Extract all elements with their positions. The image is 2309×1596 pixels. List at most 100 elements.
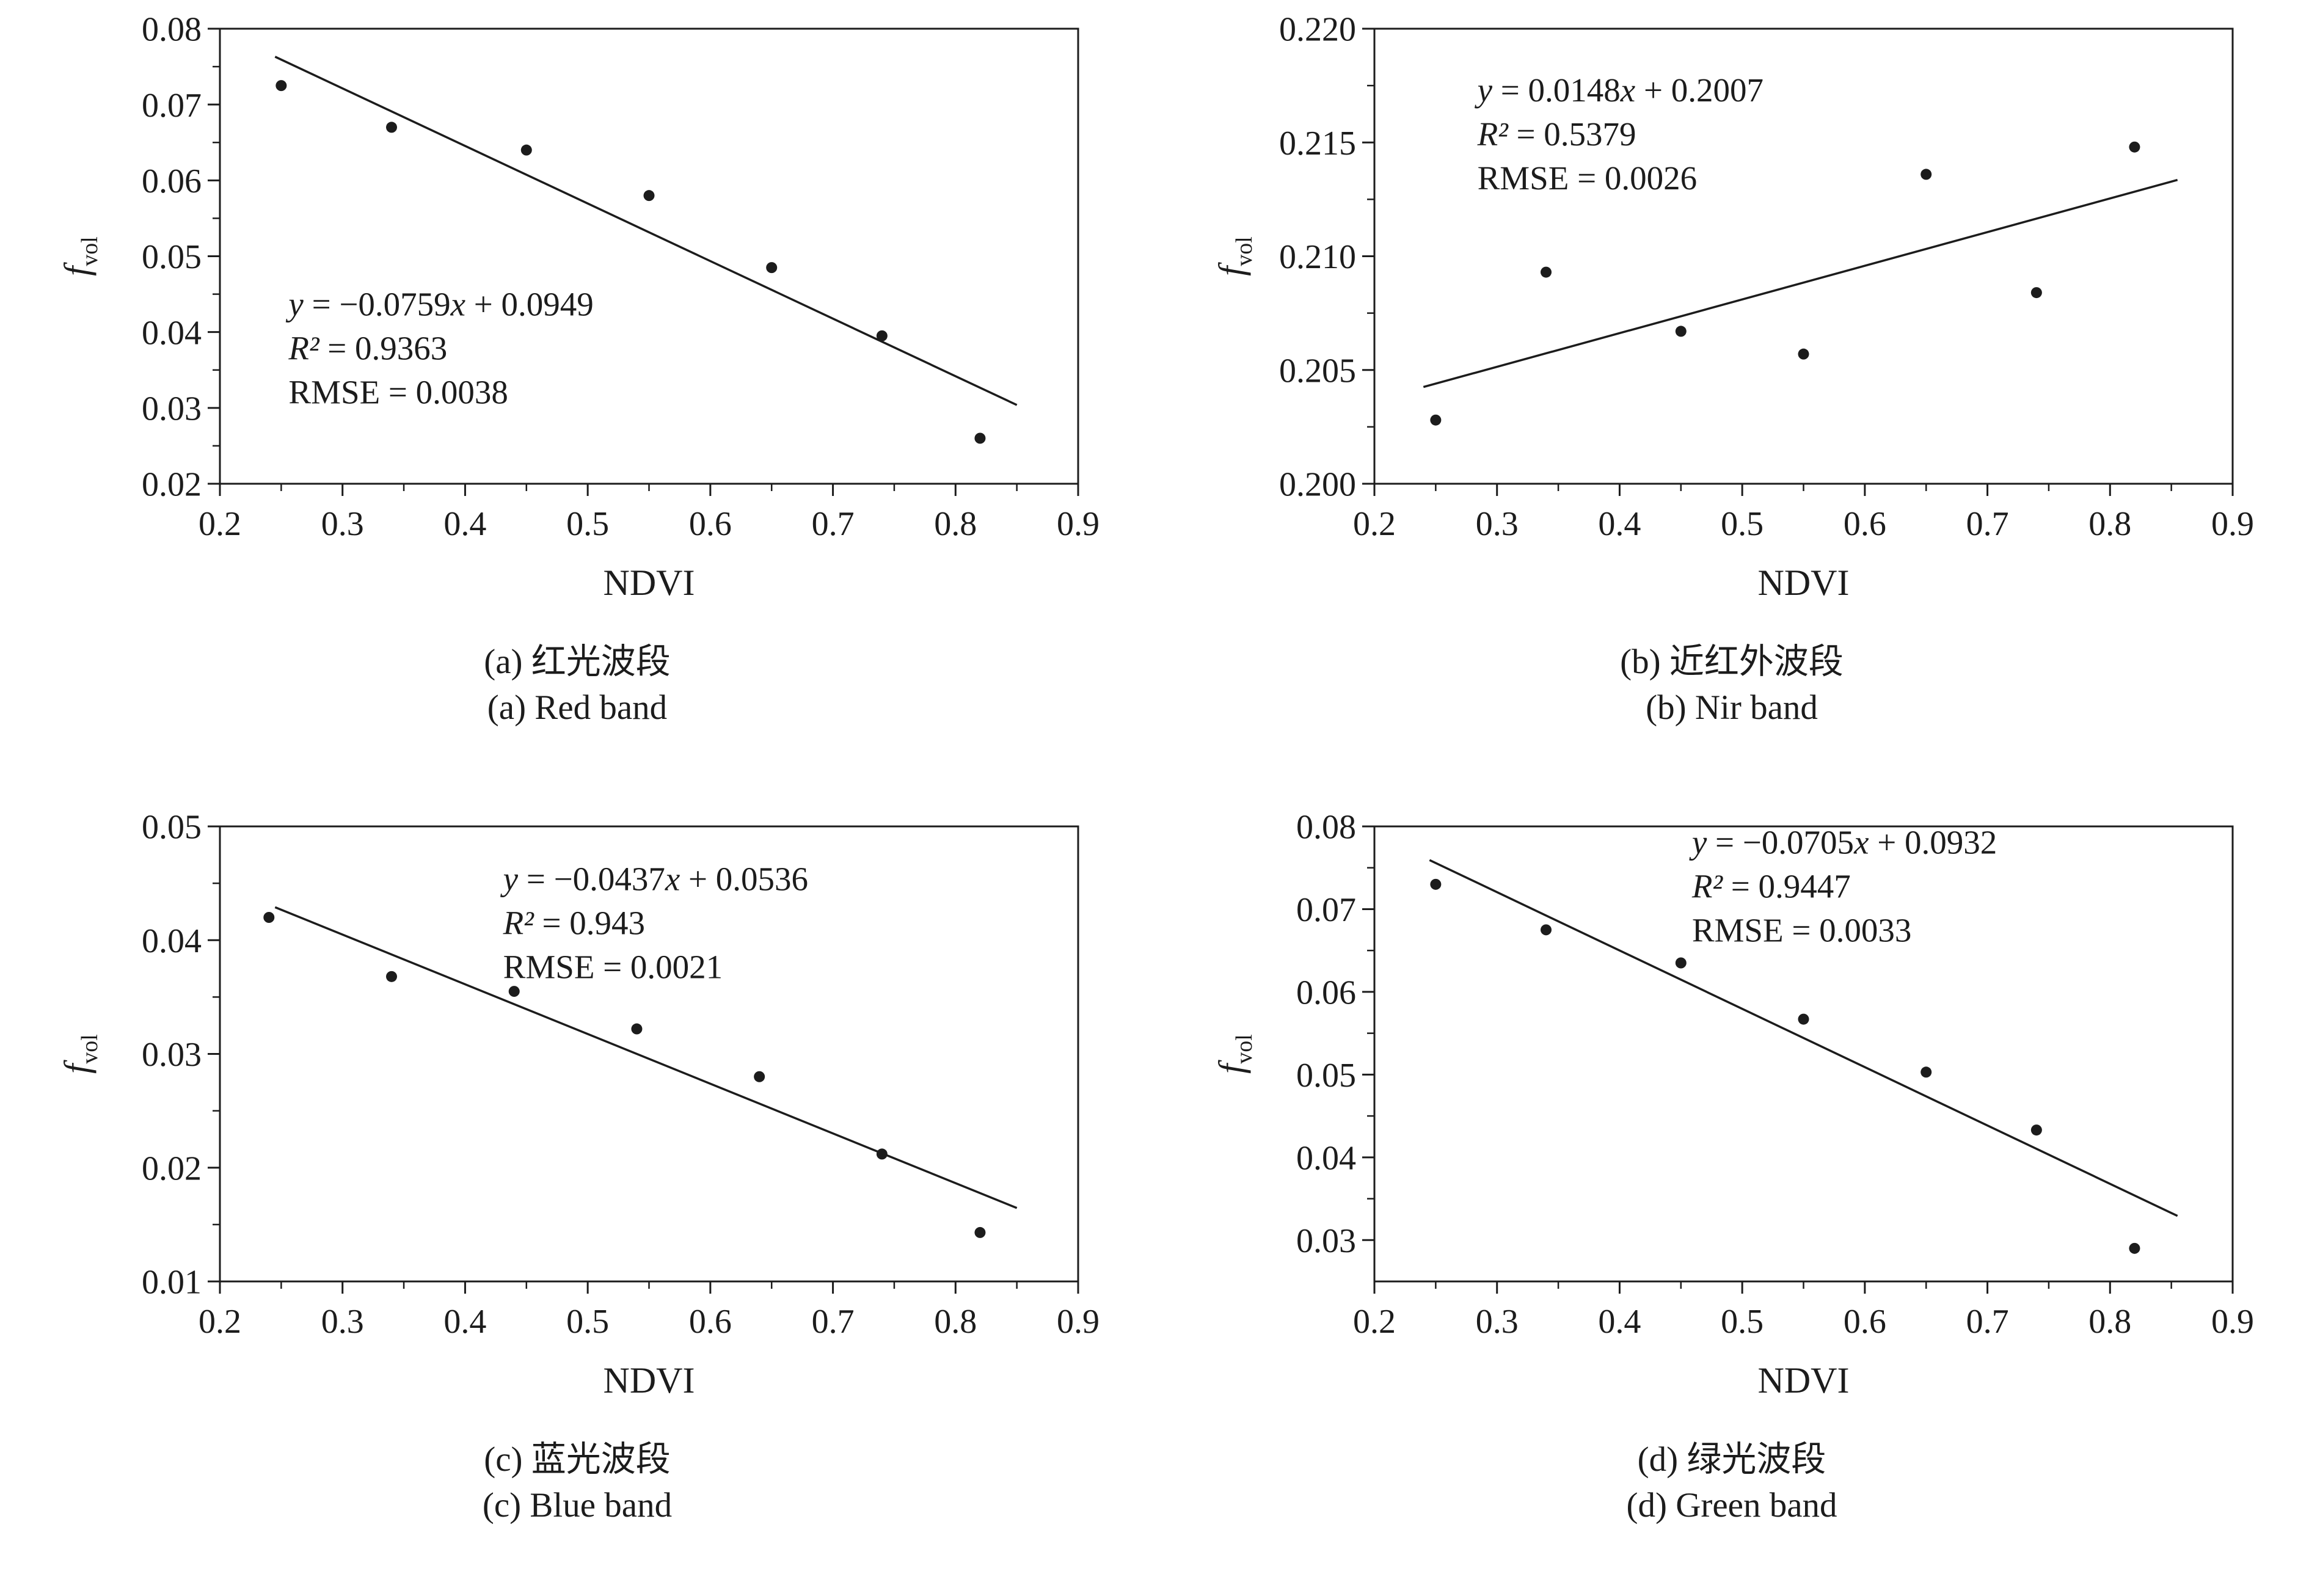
chart-cell-red-band: 0.2 0.3 0.4 0.5 0.6 0.7 0.8 0.9 NDVI 0.02 0.03 0.04… bbox=[0, 0, 1154, 798]
x-axis: 0.2 0.3 0.4 0.5 0.6 0.7 0.8 0.9 bbox=[199, 484, 1100, 543]
svg-text:RMSE = 0.0026: RMSE = 0.0026 bbox=[1478, 159, 1698, 197]
svg-text:0.220: 0.220 bbox=[1279, 11, 1356, 49]
svg-text:0.8: 0.8 bbox=[934, 505, 977, 543]
x-axis: 0.2 0.3 0.4 0.5 0.6 0.7 0.8 0.9 bbox=[1353, 1281, 2254, 1341]
svg-text:RMSE = 0.0038: RMSE = 0.0038 bbox=[288, 373, 508, 410]
svg-text:RMSE = 0.0021: RMSE = 0.0021 bbox=[503, 948, 723, 985]
svg-text:0.4: 0.4 bbox=[443, 1303, 486, 1341]
data-points bbox=[263, 912, 986, 1238]
annotation: y = −0.0705x + 0.0932 R² = 0.9447 RMSE = 0… bbox=[1689, 824, 1997, 949]
caption-green-band-en: (d) Green band bbox=[1626, 1486, 1837, 1525]
data-points bbox=[1430, 141, 2140, 426]
svg-text:0.2: 0.2 bbox=[199, 505, 241, 543]
data-points bbox=[1430, 878, 2140, 1254]
svg-text:0.02: 0.02 bbox=[142, 466, 202, 504]
scatter-plot-green-band: 0.2 0.3 0.4 0.5 0.6 0.7 0.8 0.9 NDVI 0.03 0.04 0.05… bbox=[1211, 809, 2254, 1401]
svg-text:0.03: 0.03 bbox=[1296, 1222, 1356, 1260]
fit-line bbox=[1429, 859, 2178, 1217]
svg-text:y = −0.0437x + 0.0536: y = −0.0437x + 0.0536 bbox=[500, 860, 808, 897]
caption-nir-band: (b) 近红外波段 (b) Nir band bbox=[1620, 639, 1844, 731]
svg-text:0.205: 0.205 bbox=[1279, 352, 1356, 390]
svg-text:0.7: 0.7 bbox=[1966, 1303, 2009, 1341]
svg-text:0.08: 0.08 bbox=[1296, 809, 1356, 847]
svg-text:0.9: 0.9 bbox=[1057, 505, 1100, 543]
svg-text:0.03: 0.03 bbox=[142, 390, 202, 428]
svg-text:0.9: 0.9 bbox=[2211, 1303, 2254, 1341]
svg-text:0.2: 0.2 bbox=[1353, 505, 1396, 543]
data-points bbox=[275, 80, 986, 444]
svg-text:0.04: 0.04 bbox=[1296, 1139, 1356, 1177]
svg-text:0.2: 0.2 bbox=[1353, 1303, 1396, 1341]
svg-text:0.215: 0.215 bbox=[1279, 125, 1356, 162]
svg-text:y = −0.0705x + 0.0932: y = −0.0705x + 0.0932 bbox=[1689, 824, 1997, 861]
fit-line bbox=[1423, 178, 2178, 388]
svg-text:0.08: 0.08 bbox=[142, 11, 202, 49]
x-axis: 0.2 0.3 0.4 0.5 0.6 0.7 0.8 0.9 bbox=[1353, 484, 2254, 543]
caption-blue-band-zh: (c) 蓝光波段 bbox=[484, 1440, 671, 1479]
svg-text:0.3: 0.3 bbox=[1476, 1303, 1519, 1341]
annotation: y = 0.0148x + 0.2007 R² = 0.5379 RMSE = 0.… bbox=[1475, 71, 1764, 197]
chart-cell-blue-band: 0.2 0.3 0.4 0.5 0.6 0.7 0.8 0.9 NDVI 0.01 0.02 0.03… bbox=[0, 798, 1154, 1596]
scatter-plot-red-band: 0.2 0.3 0.4 0.5 0.6 0.7 0.8 0.9 NDVI 0.02 0.03 0.04… bbox=[57, 11, 1100, 603]
x-axis-label: NDVI bbox=[604, 563, 695, 603]
svg-text:0.6: 0.6 bbox=[1844, 505, 1886, 543]
svg-text:0.9: 0.9 bbox=[1057, 1303, 1100, 1341]
caption-red-band-en: (a) Red band bbox=[487, 688, 668, 727]
caption-blue-band-en: (c) Blue band bbox=[482, 1486, 673, 1525]
svg-text:0.200: 0.200 bbox=[1279, 466, 1356, 504]
svg-text:0.04: 0.04 bbox=[142, 922, 202, 960]
y-axis-label: fvol bbox=[1211, 236, 1257, 276]
x-axis: 0.2 0.3 0.4 0.5 0.6 0.7 0.8 0.9 bbox=[199, 1281, 1100, 1341]
scatter-plot-blue-band: 0.2 0.3 0.4 0.5 0.6 0.7 0.8 0.9 NDVI 0.01 0.02 0.03… bbox=[57, 809, 1100, 1401]
chart-cell-green-band: 0.2 0.3 0.4 0.5 0.6 0.7 0.8 0.9 NDVI 0.03 0.04 0.05… bbox=[1154, 798, 2309, 1596]
svg-text:0.5: 0.5 bbox=[566, 1303, 609, 1341]
svg-text:0.06: 0.06 bbox=[1296, 974, 1356, 1012]
svg-text:0.4: 0.4 bbox=[443, 505, 486, 543]
y-axis: 0.02 0.03 0.04 0.05 0.06 0.07 0.08 bbox=[142, 11, 220, 504]
caption-nir-band-en: (b) Nir band bbox=[1646, 688, 1818, 727]
svg-text:0.9: 0.9 bbox=[2211, 505, 2254, 543]
x-axis-label: NDVI bbox=[1758, 1360, 1850, 1401]
plot-frame bbox=[219, 27, 1079, 485]
svg-text:0.05: 0.05 bbox=[142, 809, 202, 847]
svg-text:R² = 0.943: R² = 0.943 bbox=[503, 904, 645, 941]
svg-text:y = 0.0148x + 0.2007: y = 0.0148x + 0.2007 bbox=[1475, 71, 1764, 109]
svg-text:0.6: 0.6 bbox=[689, 1303, 732, 1341]
svg-text:0.3: 0.3 bbox=[321, 505, 364, 543]
chart-cell-nir-band: 0.2 0.3 0.4 0.5 0.6 0.7 0.8 0.9 NDVI 0.200 0.205 0.… bbox=[1154, 0, 2309, 798]
svg-text:0.06: 0.06 bbox=[142, 162, 202, 200]
x-axis-label: NDVI bbox=[1758, 563, 1850, 603]
caption-blue-band: (c) 蓝光波段 (c) Blue band bbox=[483, 1437, 672, 1528]
svg-text:0.03: 0.03 bbox=[142, 1036, 202, 1074]
y-axis: 0.03 0.04 0.05 0.06 0.07 0.08 bbox=[1296, 809, 1374, 1260]
caption-red-band: (a) 红光波段 (a) Red band bbox=[484, 639, 671, 731]
svg-text:R² = 0.5379: R² = 0.5379 bbox=[1477, 115, 1636, 153]
y-axis: 0.200 0.205 0.210 0.215 0.220 bbox=[1279, 11, 1374, 504]
svg-text:0.8: 0.8 bbox=[934, 1303, 977, 1341]
caption-nir-band-zh: (b) 近红外波段 bbox=[1620, 643, 1844, 681]
svg-text:0.02: 0.02 bbox=[142, 1150, 202, 1187]
caption-green-band: (d) 绿光波段 (d) Green band bbox=[1626, 1437, 1837, 1528]
svg-text:0.5: 0.5 bbox=[566, 505, 609, 543]
svg-text:0.7: 0.7 bbox=[812, 505, 855, 543]
svg-text:0.8: 0.8 bbox=[2088, 1303, 2131, 1341]
svg-text:0.5: 0.5 bbox=[1721, 1303, 1764, 1341]
y-axis-label: fvol bbox=[57, 1034, 103, 1074]
fit-line bbox=[274, 56, 1018, 406]
y-axis-label: fvol bbox=[57, 236, 103, 276]
svg-text:0.3: 0.3 bbox=[1476, 505, 1519, 543]
svg-text:0.2: 0.2 bbox=[199, 1303, 241, 1341]
fit-line bbox=[274, 906, 1018, 1209]
y-axis: 0.01 0.02 0.03 0.04 0.05 bbox=[142, 809, 220, 1302]
svg-text:RMSE = 0.0033: RMSE = 0.0033 bbox=[1692, 912, 1912, 949]
svg-text:0.05: 0.05 bbox=[142, 238, 202, 276]
x-axis-label: NDVI bbox=[604, 1360, 695, 1401]
svg-text:0.01: 0.01 bbox=[142, 1264, 202, 1302]
svg-text:0.7: 0.7 bbox=[1966, 505, 2009, 543]
svg-text:0.7: 0.7 bbox=[812, 1303, 855, 1341]
svg-text:0.04: 0.04 bbox=[142, 314, 202, 352]
svg-text:R² = 0.9447: R² = 0.9447 bbox=[1691, 868, 1851, 905]
caption-green-band-zh: (d) 绿光波段 bbox=[1637, 1440, 1826, 1479]
svg-text:0.07: 0.07 bbox=[142, 87, 202, 125]
